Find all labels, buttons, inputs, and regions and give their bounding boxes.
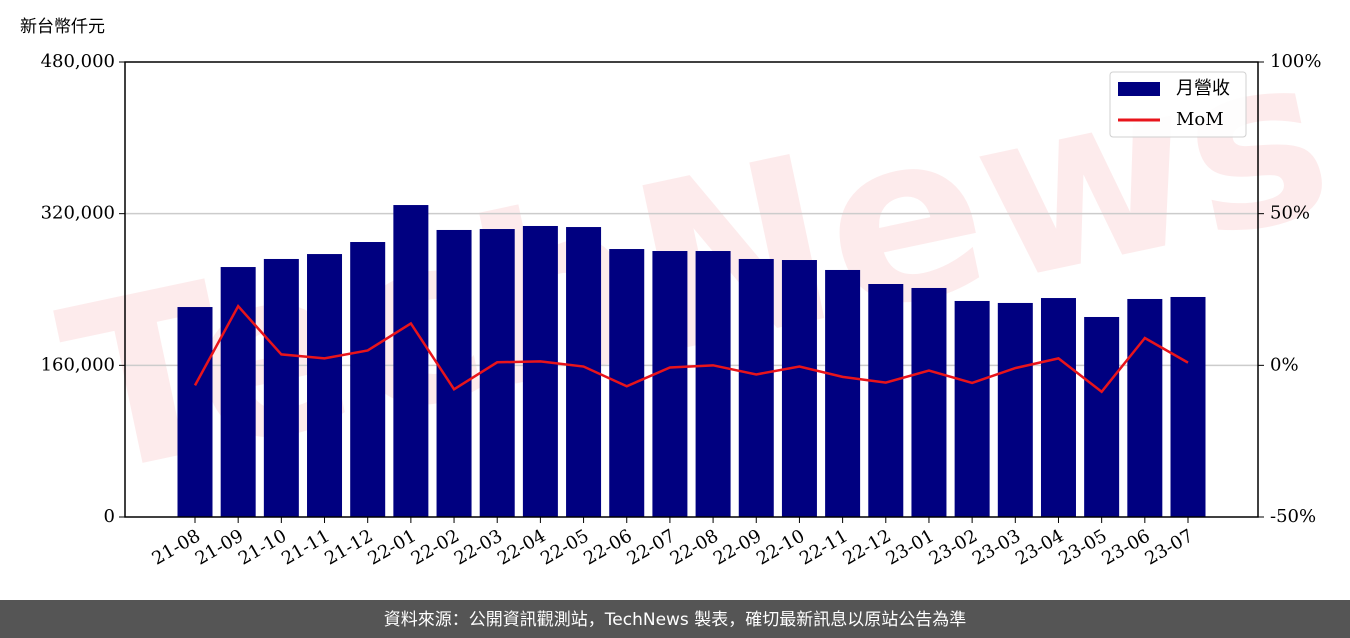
- bar: [609, 249, 645, 517]
- x-tick-label: 22-02: [408, 525, 463, 569]
- x-tick-label: 22-03: [451, 525, 506, 569]
- bar: [350, 242, 386, 517]
- x-tick-label: 23-06: [1098, 525, 1153, 569]
- bar: [393, 205, 429, 517]
- x-tick-label: 21-11: [278, 525, 333, 569]
- line: [193, 304, 1189, 394]
- bar: [738, 258, 774, 517]
- bar: [479, 229, 515, 517]
- x-tick-label: 22-12: [839, 525, 894, 569]
- x-tick-label: 21-12: [321, 525, 376, 569]
- bar: [1040, 298, 1076, 517]
- bar: [263, 258, 299, 517]
- bar: [522, 225, 558, 518]
- bar: [436, 229, 472, 518]
- y2-tick-label: 0%: [1270, 354, 1299, 375]
- y-axis-label: 新台幣仟元: [20, 17, 105, 37]
- bar: [1127, 298, 1163, 517]
- x-tick-label: 22-08: [667, 525, 722, 569]
- bar: [1084, 316, 1120, 517]
- bar: [954, 300, 990, 517]
- x-tick-label: 23-02: [926, 525, 981, 569]
- bar: [911, 287, 947, 517]
- y2-tick-label: 100%: [1270, 51, 1321, 72]
- y-tick-label: 480,000: [41, 51, 115, 72]
- bar: [997, 302, 1033, 517]
- footer-band: [0, 600, 1350, 638]
- x-tick-label: 23-03: [969, 525, 1024, 569]
- x-tick-label: 22-07: [623, 525, 678, 569]
- x-tick-label: 23-04: [1012, 525, 1067, 569]
- bar: [695, 251, 731, 517]
- y-tick-label: 0: [104, 506, 115, 527]
- x-tick-label: 22-10: [753, 525, 808, 569]
- bar: [1170, 296, 1206, 517]
- legend-label: MoM: [1176, 109, 1224, 130]
- bar: [307, 254, 343, 517]
- x-tick-label: 23-07: [1142, 525, 1197, 569]
- y-tick-label: 320,000: [41, 203, 115, 224]
- x-tick-label: 21-10: [235, 525, 290, 569]
- x-tick-label: 22-09: [710, 525, 765, 569]
- y2-tick-label: 50%: [1270, 203, 1310, 224]
- bar: [781, 260, 817, 517]
- legend-label: 月營收: [1176, 78, 1230, 99]
- legend-swatch: [1118, 82, 1160, 96]
- x-tick-label: 22-05: [537, 525, 592, 569]
- x-tick-label: 22-06: [580, 525, 635, 569]
- y-tick-label: 160,000: [41, 354, 115, 375]
- plot-frame: [124, 61, 1259, 518]
- x-tick-label: 21-08: [149, 525, 204, 569]
- bar: [825, 269, 861, 517]
- footer: 資料來源：公開資訊觀測站，TechNews 製表，確切最新訊息以原站公告為準: [384, 610, 966, 630]
- x-tick-label: 22-01: [364, 525, 419, 569]
- x-tick-label: 22-11: [796, 525, 851, 569]
- x-tick-label: 21-09: [192, 525, 247, 569]
- x-tick-label: 23-01: [883, 525, 938, 569]
- y2-tick-label: -50%: [1270, 506, 1316, 527]
- bar: [652, 251, 688, 517]
- bar: [868, 284, 904, 517]
- x-tick-label: 23-05: [1055, 525, 1110, 569]
- x-tick-label: 22-04: [494, 525, 549, 569]
- bar: [177, 307, 213, 517]
